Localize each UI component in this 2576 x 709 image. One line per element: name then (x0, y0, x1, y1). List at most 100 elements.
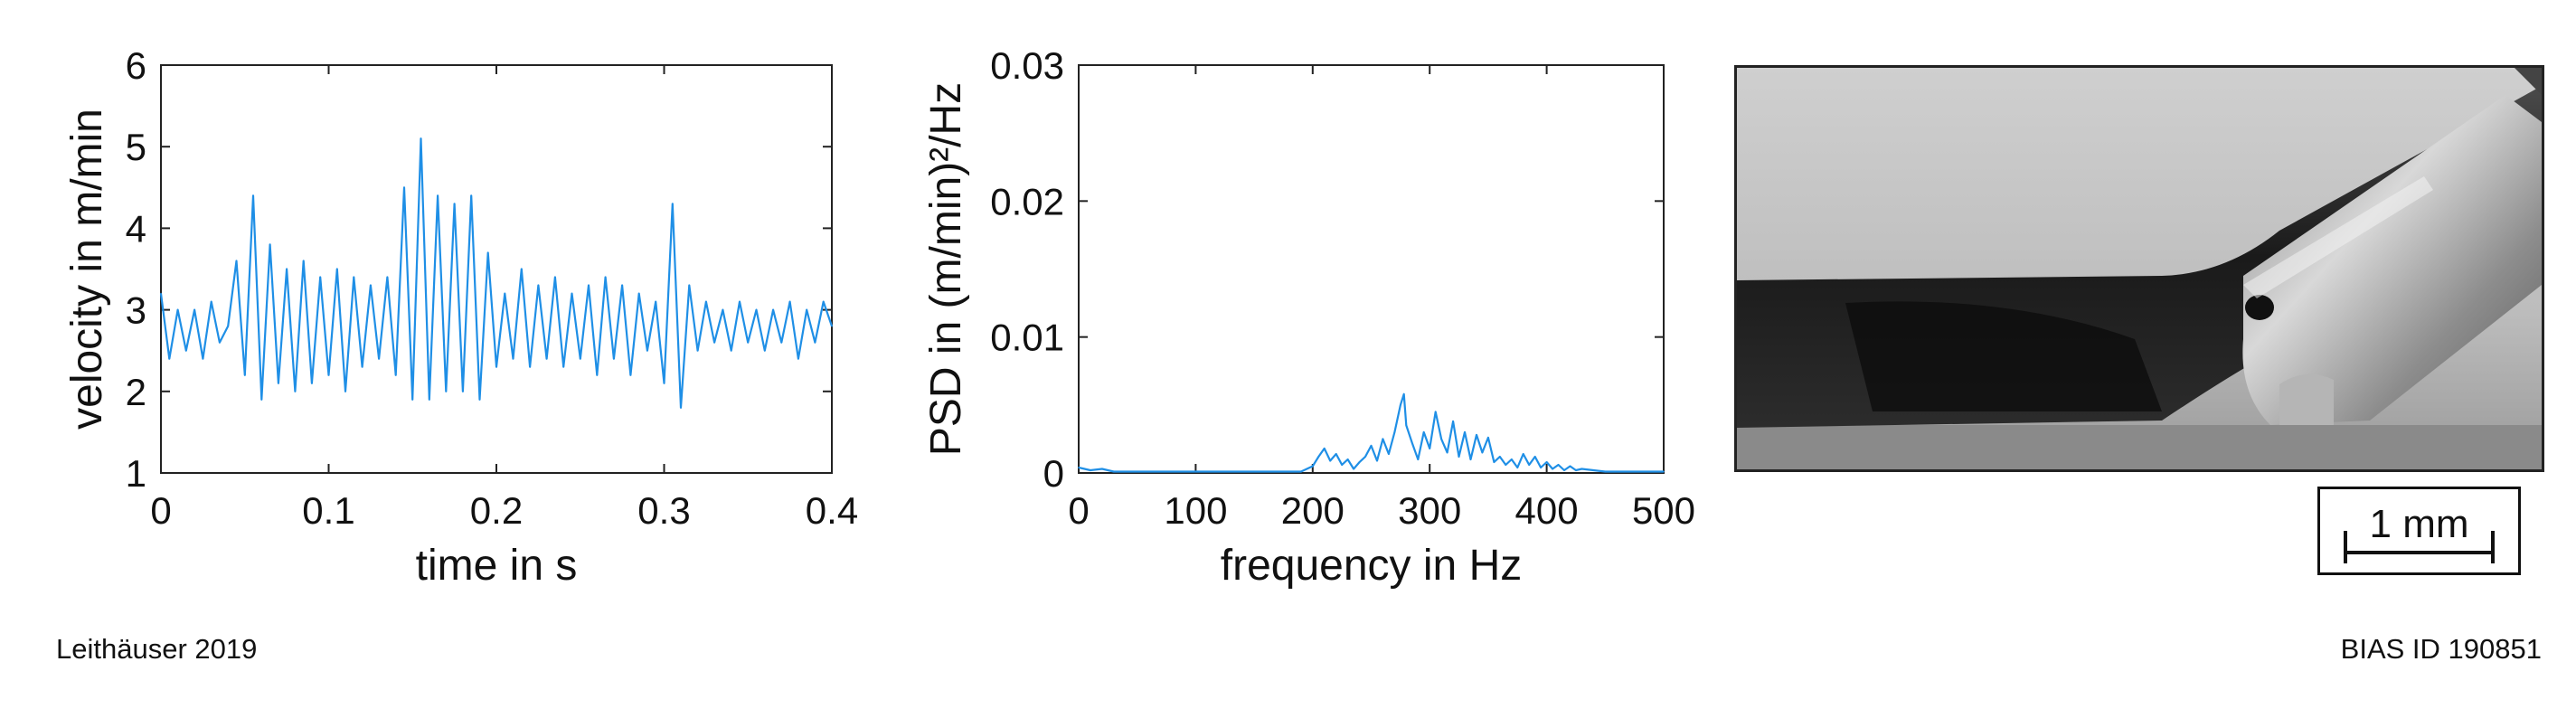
data-point (1516, 467, 1519, 468)
data-point (1405, 424, 1408, 427)
data-point (327, 373, 330, 376)
data-point (278, 382, 279, 384)
data-point (1358, 461, 1361, 463)
data-point (235, 260, 238, 262)
data-point (335, 268, 338, 270)
data-point (739, 300, 741, 303)
x-tick-label: 0 (1068, 489, 1089, 532)
data-point (1545, 461, 1548, 463)
data-point (437, 194, 439, 197)
scale-bar-tick-left (2344, 531, 2347, 563)
data-point (537, 284, 540, 287)
data-point (722, 308, 724, 311)
data-point (780, 341, 783, 344)
data-point (344, 391, 346, 392)
data-point (822, 300, 825, 303)
y-tick-label: 6 (126, 44, 146, 87)
data-point (202, 357, 204, 360)
data-point (478, 399, 481, 401)
data-point (361, 365, 363, 368)
data-point (613, 357, 615, 360)
data-point (637, 292, 640, 295)
data-point (646, 349, 648, 352)
y-tick-label: 0.01 (990, 317, 1064, 359)
data-point (831, 325, 833, 327)
data-point (1388, 453, 1390, 455)
data-point (1346, 458, 1349, 460)
data-point (1429, 448, 1430, 449)
data-point (655, 300, 657, 303)
data-point (1417, 458, 1420, 460)
y-tick-label: 0.03 (990, 44, 1064, 87)
data-point (788, 300, 791, 303)
data-point (688, 284, 691, 287)
data-point (311, 382, 313, 384)
data-point (1113, 470, 1115, 473)
x-axis-label: frequency in Hz (1221, 542, 1523, 590)
data-point (1528, 464, 1530, 466)
data-point (445, 391, 448, 392)
data-point (495, 365, 497, 368)
data-point (1364, 456, 1366, 458)
data-point (1329, 459, 1332, 462)
data-point (797, 357, 799, 360)
psd-chart: 0 100 200 300 400 500 0 0.01 0.02 0.03 frequency i… (922, 44, 1695, 590)
data-point (604, 276, 607, 279)
x-tick-label: 0.2 (470, 489, 523, 532)
data-point (210, 300, 212, 303)
data-point (1552, 468, 1553, 470)
data-point (411, 399, 414, 401)
data-point (176, 308, 179, 311)
y-tick-label: 0 (1043, 452, 1064, 495)
data-point (521, 268, 523, 270)
data-point (429, 399, 430, 401)
data-point (663, 382, 665, 384)
data-point (545, 357, 548, 360)
x-tick-label: 0.3 (637, 489, 690, 532)
data-point (596, 373, 599, 376)
x-tick-label: 100 (1164, 489, 1227, 532)
data-point (1510, 458, 1513, 460)
data-point (1300, 470, 1302, 473)
data-point (1663, 470, 1665, 473)
data-point (193, 308, 195, 311)
data-point (286, 268, 288, 270)
data-point (764, 349, 766, 352)
data-point (294, 391, 297, 392)
data-point (1540, 467, 1542, 468)
data-point (370, 284, 372, 287)
data-point (504, 292, 506, 295)
data-point (772, 308, 774, 311)
data-point (1440, 438, 1442, 440)
data-point (1575, 469, 1577, 471)
data-point (1452, 421, 1454, 422)
data-point (1616, 470, 1618, 473)
y-tick-label: 2 (126, 371, 146, 413)
data-point (1604, 470, 1607, 473)
data-point (1557, 464, 1560, 466)
data-point (1592, 469, 1595, 471)
x-tick-label: 0.4 (806, 489, 858, 532)
y-tick-label: 1 (126, 452, 146, 495)
x-axis-label: time in s (416, 542, 578, 590)
data-point (562, 365, 564, 368)
data-point (1335, 453, 1337, 455)
data-point (1481, 451, 1484, 454)
data-point (302, 260, 305, 262)
data-point (1341, 464, 1343, 466)
data-point (1402, 393, 1405, 395)
data-point (671, 203, 674, 205)
x-tick-label: 500 (1632, 489, 1695, 532)
data-point (269, 243, 271, 246)
data-point (588, 284, 590, 287)
data-point (319, 276, 322, 279)
data-point (1446, 451, 1448, 454)
data-point (1422, 431, 1425, 433)
data-point (1101, 468, 1103, 470)
scale-bar: 1 mm (2317, 487, 2521, 575)
data-point (160, 292, 162, 295)
tool-micrograph (1734, 65, 2544, 472)
data-point (1464, 431, 1466, 433)
y-axis-label: PSD in (m/min)²/Hz (922, 82, 970, 456)
data-point (1563, 469, 1565, 471)
